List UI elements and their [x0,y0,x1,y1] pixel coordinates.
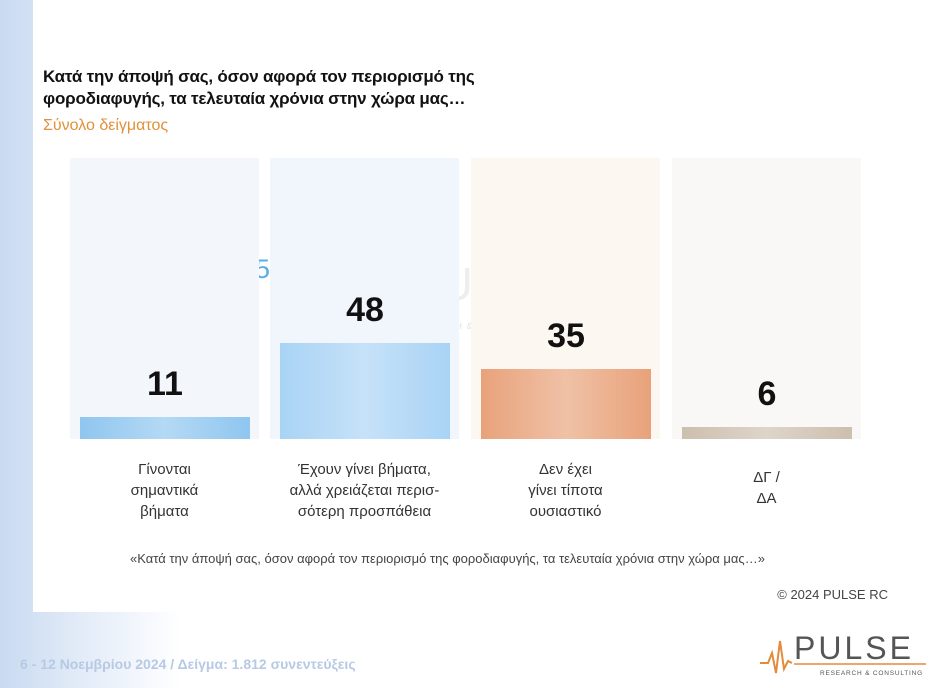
svg-text:PULSE: PULSE [794,630,914,666]
category-label-line: ουσιαστικό [529,503,602,520]
category-label-line: Δεν έχει [539,461,592,478]
category-label-line: σότερη προσπάθεια [297,503,432,520]
category-label-line: βήματα [140,503,189,520]
bar-value-label: 48 [346,291,384,329]
bar-value-label: 11 [147,365,183,403]
bar-value-label: 35 [547,317,585,355]
category-label-line: ΔΓ / [753,469,780,486]
svg-text:RESEARCH & CONSULTING: RESEARCH & CONSULTING [820,670,923,677]
footnote: «Κατά την άποψή σας, όσον αφορά τον περι… [130,551,765,566]
copyright: © 2024 PULSE RC [777,587,888,602]
pulse-logo: PULSE RESEARCH & CONSULTING [760,630,926,677]
column-background [70,158,259,439]
category-label: Έχουν γίνει βήματα, αλλά χρειάζεται περισ… [265,459,465,522]
chart-subtitle: Σύνολο δείγματος [43,117,169,134]
category-label-line: ΔΑ [756,490,777,507]
category-label: Γίνονται σημαντικά βήματα [65,459,265,522]
bar-value-label: 6 [757,375,777,413]
chart-title-line-1: Κατά την άποψή σας, όσον αφορά τον περιο… [43,67,475,86]
category-label-line: αλλά χρειάζεται περισ- [289,482,440,499]
bar [80,417,250,439]
column-background [672,158,861,439]
category-label-line: γίνει τίποτα [528,482,603,499]
category-label-line: Γίνονται [138,461,191,478]
category-label-line: σημαντικά [130,482,199,499]
chart-title: Κατά την άποψή σας, όσον αφορά τον περιο… [43,66,563,110]
category-label: ΔΓ / ΔΑ [667,467,867,509]
bar [481,369,651,439]
bar [280,343,450,439]
category-label-line: Έχουν γίνει βήματα, [298,461,431,478]
chart-title-line-2: φοροδιαφυγής, τα τελευταία χρόνια στην χ… [43,89,466,108]
bar [682,427,852,439]
survey-footer: 6 - 12 Νοεμβρίου 2024 / Δείγμα: 1.812 συ… [20,656,356,672]
category-label: Δεν έχει γίνει τίποτα ουσιαστικό [466,459,666,522]
